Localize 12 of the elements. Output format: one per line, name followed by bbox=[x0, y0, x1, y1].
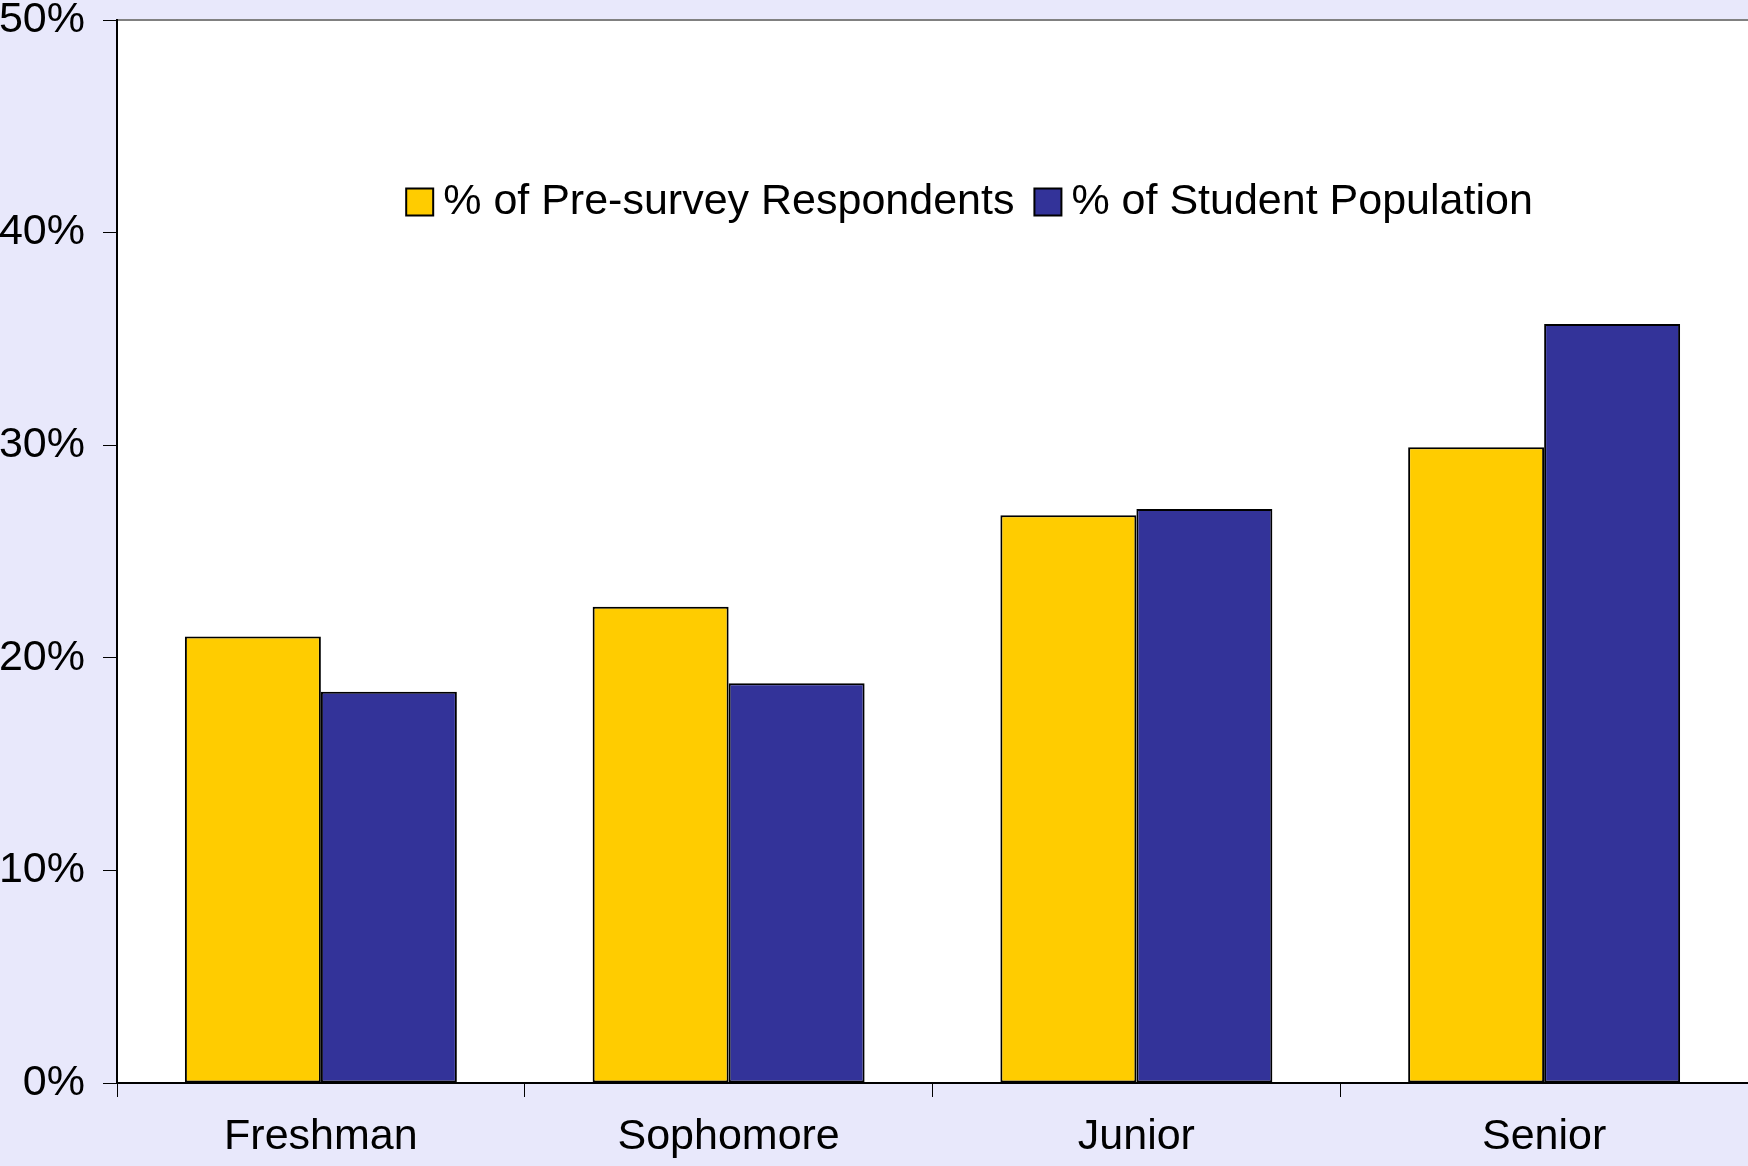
legend-label: % of Pre-survey Respondents bbox=[443, 174, 1015, 223]
y-tick-label: 20% bbox=[0, 630, 85, 679]
x-tick-label: Junior bbox=[1077, 1109, 1195, 1158]
y-tick-label: 40% bbox=[0, 205, 85, 254]
legend-label: % of Student Population bbox=[1071, 174, 1533, 223]
x-tick-label: Senior bbox=[1481, 1109, 1607, 1158]
x-tick-label: Sophomore bbox=[617, 1109, 840, 1158]
y-tick-label: 0% bbox=[22, 1055, 85, 1104]
y-tick-label: 30% bbox=[0, 418, 85, 467]
y-tick-label: 50% bbox=[0, 0, 85, 41]
x-tick-label: Freshman bbox=[224, 1109, 418, 1158]
y-tick-label: 10% bbox=[0, 843, 85, 892]
